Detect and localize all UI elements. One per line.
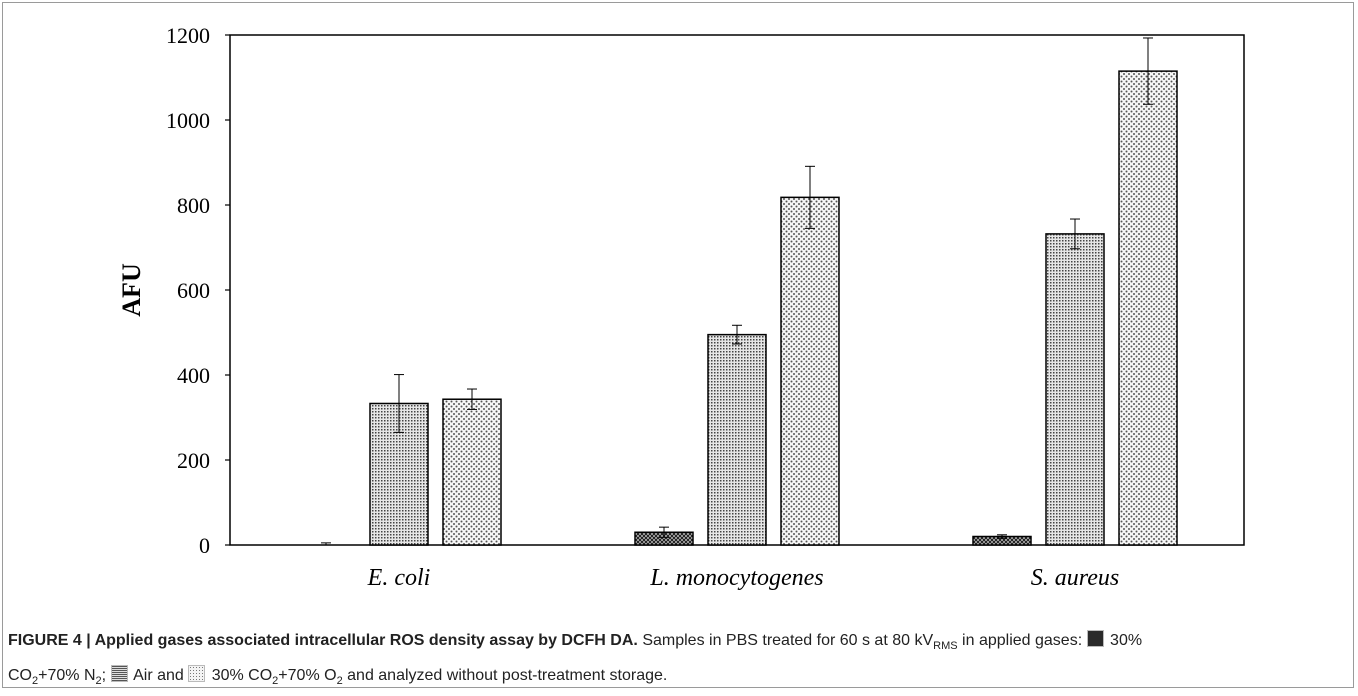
plot-area: 0 200 400 600 800 1000 1200 E. coli L. monocytog…: [166, 23, 1245, 591]
y-tick-label: 200: [177, 448, 210, 473]
sub-2: 2: [336, 675, 343, 688]
bar: [780, 196, 840, 546]
legend-n2-label-d: ;: [101, 667, 107, 685]
legend-o2-label-b: +70% O: [278, 667, 337, 685]
caption-text-3: and analyzed without post-treatment stor…: [347, 667, 668, 685]
y-tick-label: 800: [177, 193, 210, 218]
y-tick-label: 1000: [166, 108, 210, 133]
caption-sub-rms: RMS: [933, 640, 958, 653]
caption-text-1: Samples in PBS treated for 60 s at 80 kV: [642, 632, 934, 649]
bar: [707, 333, 767, 546]
sub-2: 2: [95, 675, 102, 688]
figure-caption: FIGURE 4 | Applied gases associated intr…: [8, 626, 1348, 696]
caption-label: FIGURE 4 | Applied gases associated intr…: [8, 632, 638, 649]
y-tick-label: 400: [177, 363, 210, 388]
legend-air-label: Air and: [133, 667, 184, 685]
bar-chart: 0 200 400 600 800 1000 1200 E. coli L. monocytog…: [117, 23, 1245, 591]
caption-text-2: in applied gases:: [962, 632, 1083, 649]
y-tick-label: 1200: [166, 23, 210, 48]
sub-2: 2: [32, 675, 39, 688]
y-tick-label: 0: [199, 533, 210, 558]
bar: [442, 398, 502, 546]
bar: [1045, 233, 1105, 546]
legend-n2-label-c: +70% N: [38, 667, 96, 685]
legend-n2-label-a: 30%: [1110, 632, 1143, 649]
y-axis-label: AFU: [117, 263, 146, 317]
y-tick-label: 600: [177, 278, 210, 303]
legend-swatch-n2-icon: [1086, 630, 1104, 647]
legend-o2-label-a: 30% CO: [211, 667, 273, 685]
sub-2: 2: [272, 675, 279, 688]
x-category-label: S. aureus: [1031, 565, 1119, 591]
legend-swatch-o2-icon: [188, 665, 206, 683]
x-category-label: E. coli: [367, 565, 431, 591]
x-category-label: L. monocytogenes: [649, 565, 823, 591]
legend-n2-label-b: CO: [8, 667, 32, 685]
bar: [1118, 70, 1178, 546]
legend-swatch-air-icon: [110, 665, 128, 683]
